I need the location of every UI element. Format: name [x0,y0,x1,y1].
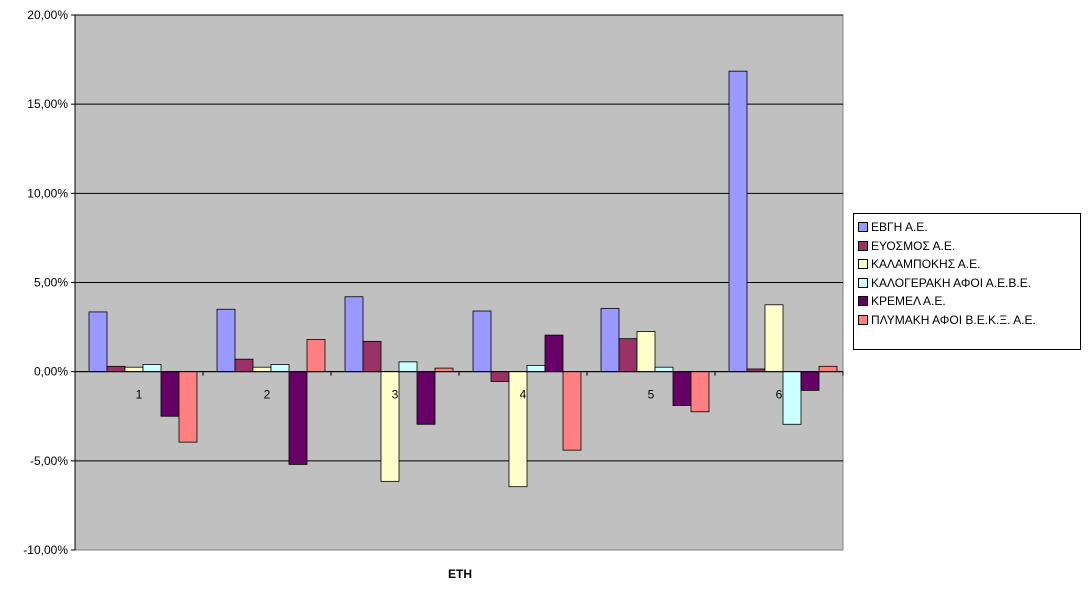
bar [88,311,108,373]
legend-item: ΕΒΓΗ Α.Ε. [858,218,1080,237]
y-tick-label: -5,00% [30,454,68,468]
bar [600,307,620,373]
bar [728,70,748,373]
bar [160,371,180,417]
y-tick-label: 10,00% [27,186,68,200]
x-tick-label: 5 [648,388,655,402]
bar [398,361,418,373]
bar [142,364,162,373]
y-tick-label: 20,00% [27,8,68,22]
legend-swatch [858,296,868,307]
bar [472,310,492,373]
legend-swatch [858,240,868,251]
y-tick-label: 0,00% [34,365,68,379]
bar [252,366,272,373]
x-tick-label: 6 [776,388,783,402]
bar [362,340,382,373]
legend-item: ΚΡΕΜΕΛ Α.Ε. [858,292,1080,311]
legend-label: ΕΒΓΗ Α.Ε. [871,220,928,235]
legend-label: ΚΡΕΜΕΛ Α.Ε. [871,294,946,309]
bar [434,367,454,373]
bar [270,364,290,373]
bar [526,365,546,373]
bar [416,371,436,425]
legend-swatch [858,259,868,270]
bar [818,365,838,373]
bar [690,371,710,413]
bar [178,371,198,443]
legend-label: ΕΥΟΣΜΟΣ Α.Ε. [871,238,956,253]
legend-label: ΠΛΥΜΑΚΗ ΑΦΟΙ Β.Ε.Κ.Ξ. Α.Ε. [871,312,1036,327]
bar [654,366,674,373]
bar [636,331,656,373]
x-tick-label: 3 [392,388,399,402]
y-tick-label: 5,00% [34,276,68,290]
bar [234,358,254,373]
bar [288,371,308,465]
bar [562,371,582,451]
legend: ΕΒΓΗ Α.Ε. ΕΥΟΣΜΟΣ Α.Ε. ΚΑΛΑΜΠΟΚΗΣ Α.Ε. ΚΑΛΟ… [853,213,1081,350]
bar [124,366,144,373]
y-tick-label: -10,00% [23,543,68,557]
bar [618,338,638,373]
legend-swatch [858,314,868,325]
bar [344,296,364,373]
x-axis-title: ΕΤΗ [448,567,472,581]
legend-swatch [858,222,868,233]
bar [544,334,564,373]
bar [216,308,236,373]
y-tick-label: 15,00% [27,97,68,111]
bar [672,371,692,406]
bar [800,371,820,391]
bar [782,371,802,425]
bar [490,371,510,382]
legend-item: ΠΛΥΜΑΚΗ ΑΦΟΙ Β.Ε.Κ.Ξ. Α.Ε. [858,311,1080,330]
legend-swatch [858,277,868,288]
x-tick-label: 2 [264,388,271,402]
legend-item: ΚΑΛΟΓΕΡΑΚΗ ΑΦΟΙ Α.Ε.Β.Ε. [858,274,1080,293]
x-tick-label: 4 [520,388,527,402]
bar [106,365,126,373]
bar [764,304,784,373]
legend-label: ΚΑΛΟΓΕΡΑΚΗ ΑΦΟΙ Α.Ε.Β.Ε. [871,275,1032,290]
x-tick-label: 1 [136,388,143,402]
legend-label: ΚΑΛΑΜΠΟΚΗΣ Α.Ε. [871,257,981,272]
bar [306,339,326,373]
legend-item: ΚΑΛΑΜΠΟΚΗΣ Α.Ε. [858,255,1080,274]
legend-item: ΕΥΟΣΜΟΣ Α.Ε. [858,237,1080,256]
